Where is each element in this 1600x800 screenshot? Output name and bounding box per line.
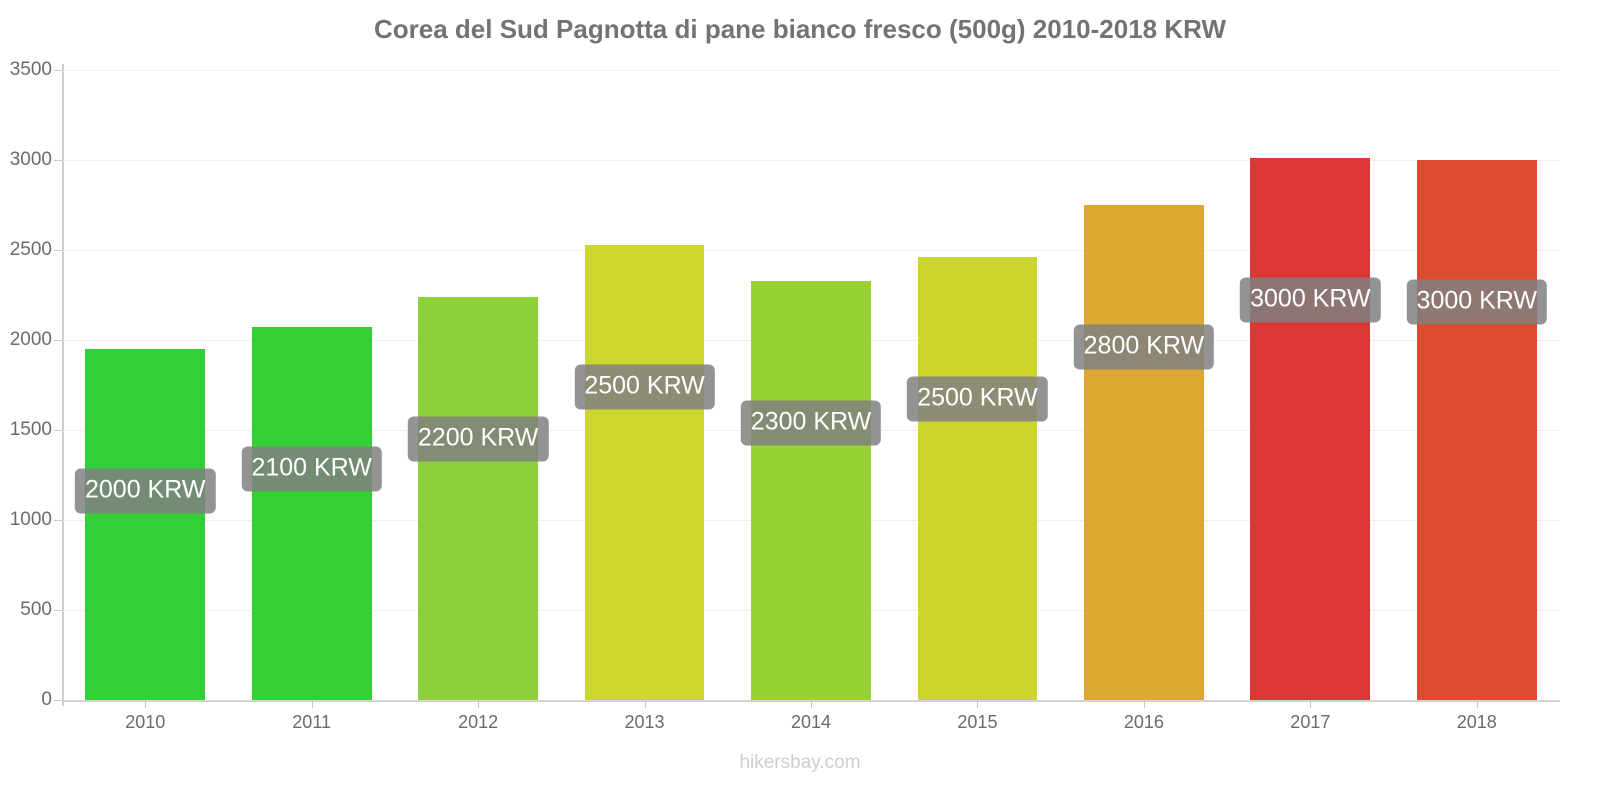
- x-axis-tick-mark: [145, 700, 147, 708]
- y-axis-tick-mark: [54, 340, 63, 341]
- y-axis-tick-label: 500: [20, 599, 52, 620]
- bar-value-label: 3000 KRW: [1240, 277, 1381, 323]
- x-axis-tick-label: 2012: [458, 712, 499, 732]
- y-axis-line: [62, 64, 64, 706]
- x-axis-tick-mark: [1476, 700, 1478, 708]
- y-axis-tick-label: 0: [41, 689, 52, 710]
- bar-value-label: 2800 KRW: [1073, 324, 1215, 370]
- x-axis-tick-mark: [311, 700, 313, 708]
- x-axis-tick-label: 2016: [1123, 712, 1164, 732]
- y-axis-tick-label: 3000: [9, 149, 52, 170]
- bar[interactable]: [251, 327, 372, 700]
- x-axis-tick-mark: [977, 700, 979, 708]
- y-axis-tick-mark: [54, 610, 63, 611]
- bar-value-label: 2100 KRW: [241, 446, 382, 492]
- bar-value-label: 2500 KRW: [574, 364, 715, 410]
- y-axis-tick-mark: [54, 70, 63, 71]
- x-axis-tick-label: 2013: [624, 712, 665, 732]
- y-axis-tick-mark: [54, 520, 63, 521]
- x-axis-tick-label: 2017: [1290, 712, 1331, 732]
- gridline: [62, 70, 1560, 71]
- x-axis-tick-mark: [1310, 700, 1312, 708]
- y-axis-tick-mark: [54, 700, 63, 701]
- x-axis-tick-label: 2010: [125, 712, 166, 732]
- x-axis-tick-label: 2011: [292, 712, 332, 732]
- bar-value-label: 2200 KRW: [407, 416, 549, 462]
- plot-area: [62, 70, 1560, 701]
- y-axis-tick-mark: [54, 160, 63, 161]
- x-axis-tick-label: 2014: [790, 712, 832, 732]
- bar[interactable]: [1083, 205, 1204, 700]
- y-axis-tick-label: 3500: [9, 59, 52, 80]
- bar[interactable]: [584, 244, 705, 700]
- x-axis-tick-mark: [1143, 700, 1145, 708]
- x-axis-tick-label: 2018: [1456, 712, 1497, 732]
- x-axis-tick-mark: [811, 700, 812, 708]
- chart-title: Corea del Sud Pagnotta di pane bianco fr…: [374, 14, 1226, 44]
- bar[interactable]: [751, 280, 871, 700]
- bar[interactable]: [85, 349, 206, 700]
- x-axis-tick-mark: [644, 700, 646, 708]
- y-axis-tick-label: 1000: [9, 509, 52, 530]
- bar[interactable]: [1250, 158, 1371, 700]
- y-axis-tick-label: 1500: [9, 419, 52, 440]
- y-axis-tick-mark: [54, 430, 63, 431]
- bar[interactable]: [1416, 160, 1537, 700]
- x-axis-tick-label: 2015: [957, 712, 998, 732]
- y-axis-tick-label: 2500: [9, 239, 52, 260]
- y-axis-tick-mark: [54, 250, 63, 251]
- bar[interactable]: [418, 296, 539, 700]
- x-axis-tick-mark: [478, 700, 480, 708]
- bar-value-label: 2300 KRW: [740, 400, 882, 446]
- bar-value-label: 2000 KRW: [75, 468, 216, 514]
- footer-credit: hikersbay.com: [739, 752, 861, 773]
- y-axis-tick-label: 2000: [9, 329, 52, 350]
- bar-value-label: 3000 KRW: [1406, 279, 1547, 325]
- bar[interactable]: [917, 257, 1038, 700]
- gridline: [62, 250, 1560, 251]
- gridline: [62, 160, 1560, 161]
- bar-value-label: 2500 KRW: [907, 376, 1048, 422]
